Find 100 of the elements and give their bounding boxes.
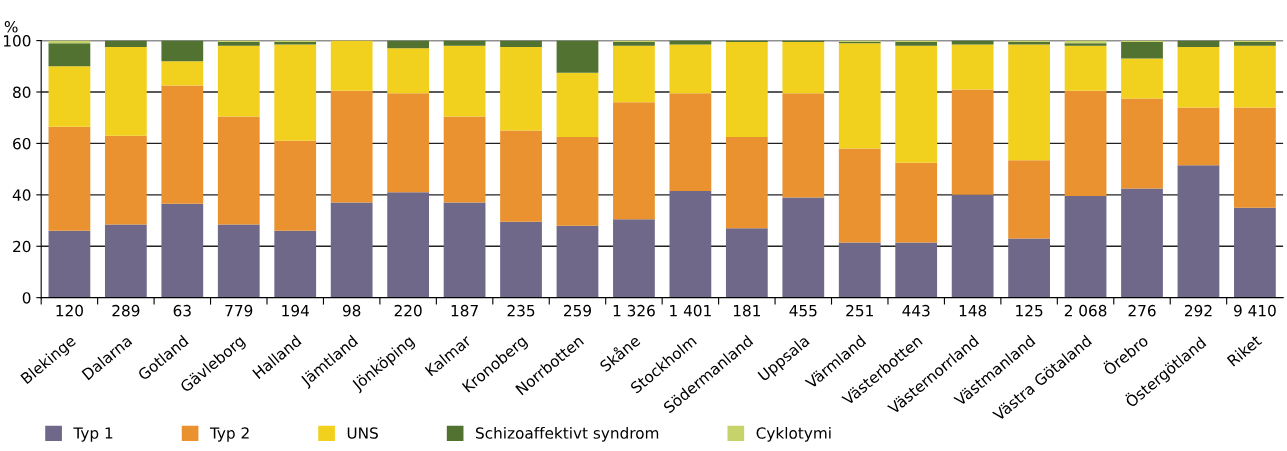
bar <box>104 40 147 48</box>
bar <box>161 85 204 204</box>
bar <box>104 47 147 136</box>
bar <box>895 162 938 243</box>
bar <box>951 89 994 195</box>
text: 455 <box>789 305 817 317</box>
bar <box>48 126 91 231</box>
bar <box>556 72 599 137</box>
bar <box>782 93 825 198</box>
text: 9 410 <box>1234 304 1276 317</box>
bar <box>1064 45 1107 91</box>
bar <box>1064 90 1107 197</box>
bar <box>443 202 486 298</box>
legend-label: Cyklotymi <box>756 426 831 442</box>
bar <box>387 48 430 94</box>
bar <box>387 93 430 193</box>
text: 2 068 <box>1064 304 1107 317</box>
y-tick-label: 60 <box>13 137 31 150</box>
bar <box>782 41 825 94</box>
text: 194 <box>282 304 309 317</box>
bar <box>500 221 542 298</box>
bar <box>1177 47 1220 108</box>
bar <box>443 45 486 117</box>
text: 98 <box>342 304 361 317</box>
legend-label: UNS <box>347 427 378 439</box>
text: 148 <box>959 304 987 317</box>
bar <box>613 219 655 298</box>
bar <box>951 44 994 90</box>
text: 443 <box>902 304 930 317</box>
text: 289 <box>112 304 140 317</box>
bar <box>556 40 599 73</box>
bar <box>725 136 768 229</box>
bar <box>217 45 260 117</box>
bar <box>895 41 938 46</box>
y-tick-label: 100 <box>3 35 31 47</box>
bar <box>274 44 317 141</box>
bar <box>1008 160 1050 239</box>
bar <box>217 41 260 46</box>
text: 292 <box>1185 304 1212 317</box>
text: 276 <box>1128 304 1156 317</box>
bar <box>613 41 655 46</box>
text: 63 <box>173 304 191 317</box>
bar <box>1008 238 1050 298</box>
legend-label: Typ 2 <box>209 427 249 442</box>
y-tick-label: 80 <box>13 86 31 99</box>
bar <box>104 135 147 225</box>
bar <box>48 230 91 298</box>
bar <box>161 61 204 86</box>
bar <box>1064 196 1107 298</box>
bar <box>556 136 599 226</box>
bar <box>838 242 881 298</box>
bar <box>1177 40 1220 48</box>
bar <box>330 202 373 298</box>
y-tick-label: 0 <box>22 292 31 304</box>
bar <box>48 66 91 127</box>
bar <box>48 43 91 67</box>
bar <box>1234 45 1276 108</box>
bar <box>669 190 712 298</box>
bar <box>161 203 204 298</box>
bar <box>1121 58 1163 99</box>
text: 1 401 <box>670 304 711 317</box>
bar <box>104 224 147 298</box>
y-tick-label: 40 <box>12 189 31 201</box>
bar <box>387 192 430 298</box>
bar <box>1234 107 1276 208</box>
text: 235 <box>507 304 535 317</box>
text: 259 <box>564 304 591 317</box>
bar <box>725 228 768 298</box>
bar <box>330 90 373 203</box>
bar <box>1121 98 1163 189</box>
bar <box>217 224 260 298</box>
bar <box>1008 44 1050 161</box>
bar <box>217 116 260 225</box>
bar <box>274 230 317 298</box>
bar <box>895 242 938 298</box>
bar <box>895 45 938 163</box>
text: 187 <box>451 304 478 317</box>
bar <box>500 130 542 222</box>
bar <box>161 40 204 62</box>
bar <box>274 140 317 231</box>
bar <box>613 45 655 103</box>
bar <box>443 116 486 203</box>
text: 1 326 <box>613 304 655 317</box>
bar <box>500 47 542 131</box>
bar <box>1234 41 1276 46</box>
bar <box>951 194 994 298</box>
bar <box>500 40 542 48</box>
bar <box>1121 188 1163 298</box>
y-axis-title: % <box>4 20 18 33</box>
y-tick-label: 20 <box>13 240 31 253</box>
bar <box>838 148 881 243</box>
bar <box>669 44 712 94</box>
bar <box>1234 207 1276 298</box>
bar <box>556 225 599 298</box>
bar <box>613 102 655 220</box>
text: 220 <box>394 304 422 317</box>
text: 251 <box>846 304 873 317</box>
text: 779 <box>225 304 253 317</box>
bar <box>669 93 712 191</box>
text: 125 <box>1016 304 1043 317</box>
